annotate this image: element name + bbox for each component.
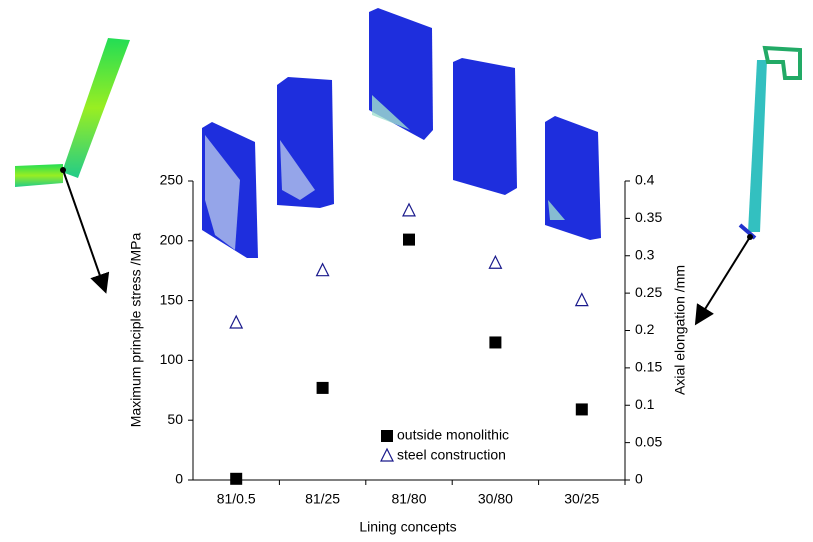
x-tick-label: 81/0.5 [217,491,256,507]
y-tick-label: 150 [160,291,184,307]
y2-tick-label: 0.15 [635,359,662,375]
point [317,264,329,276]
y-tick-label: 200 [160,232,184,248]
legend-label: outside monolithic [397,427,509,443]
point [317,382,329,394]
y-axis-title: Maximum principle stress /MPa [128,233,144,428]
y-tick-label: 100 [160,351,184,367]
y2-tick-label: 0.2 [635,321,655,337]
point [576,294,588,306]
x-axis-title: Lining concepts [359,519,456,535]
y2-tick-label: 0.25 [635,284,662,300]
chart: Lining concepts Maximum principle stress… [0,0,813,542]
y-tick-label: 250 [160,172,184,188]
x-tick-label: 30/25 [564,491,599,507]
point [403,234,415,246]
point [489,336,501,348]
legend-marker [381,449,393,461]
y2-tick-label: 0 [635,471,643,487]
point [230,316,242,328]
y2-tick-label: 0.3 [635,246,655,262]
y2-axis-title: Axial elongation /mm [672,265,688,395]
x-tick-label: 81/80 [391,491,426,507]
point [403,204,415,216]
x-tick-label: 81/25 [305,491,340,507]
y2-tick-label: 0.1 [635,396,655,412]
point [489,256,501,268]
x-tick-label: 30/80 [478,491,513,507]
y2-tick-label: 0.05 [635,433,662,449]
legend-label: steel construction [397,447,506,463]
y-tick-label: 0 [175,471,183,487]
y2-tick-label: 0.35 [635,209,662,225]
y2-tick-label: 0.4 [635,172,655,188]
y-tick-label: 50 [167,411,183,427]
point [576,403,588,415]
point [230,473,242,485]
legend-marker [381,430,393,442]
